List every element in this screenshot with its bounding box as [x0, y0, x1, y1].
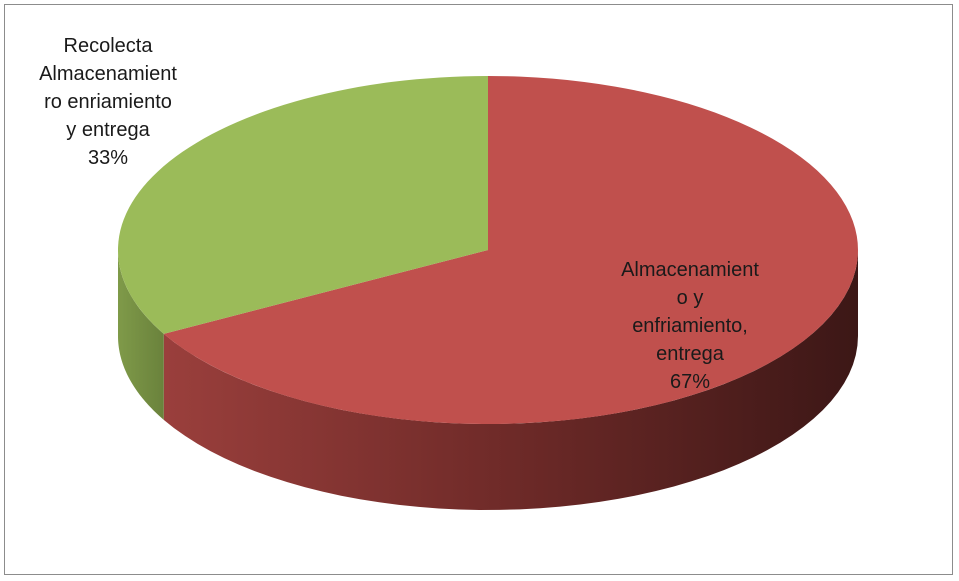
slice-label-line: ro enriamiento: [44, 91, 172, 113]
slice-percent-label: 67%: [669, 371, 711, 393]
pie-slice-side: [163, 250, 858, 510]
slice-label-line: enfriamiento,: [632, 315, 748, 337]
slice-label-line: Recolecta: [63, 35, 153, 57]
slice-label-almacenamiento: Almacenamient o y enfriamiento, entrega …: [590, 256, 790, 396]
slice-label-line: entrega: [656, 343, 724, 365]
pie-slice: [163, 76, 858, 425]
slice-label-line: y entrega: [66, 119, 150, 141]
slice-label-recolecta: Recolecta Almacenamient ro enriamiento y…: [18, 32, 198, 172]
slice-percent-label: 33%: [87, 147, 129, 169]
pie-slice-side: [118, 250, 164, 420]
slice-label-line: Almacenamient: [621, 259, 759, 281]
slice-label-line: Almacenamient: [39, 63, 177, 85]
slice-label-line: o y: [676, 287, 704, 309]
pie-slice: [117, 76, 488, 334]
